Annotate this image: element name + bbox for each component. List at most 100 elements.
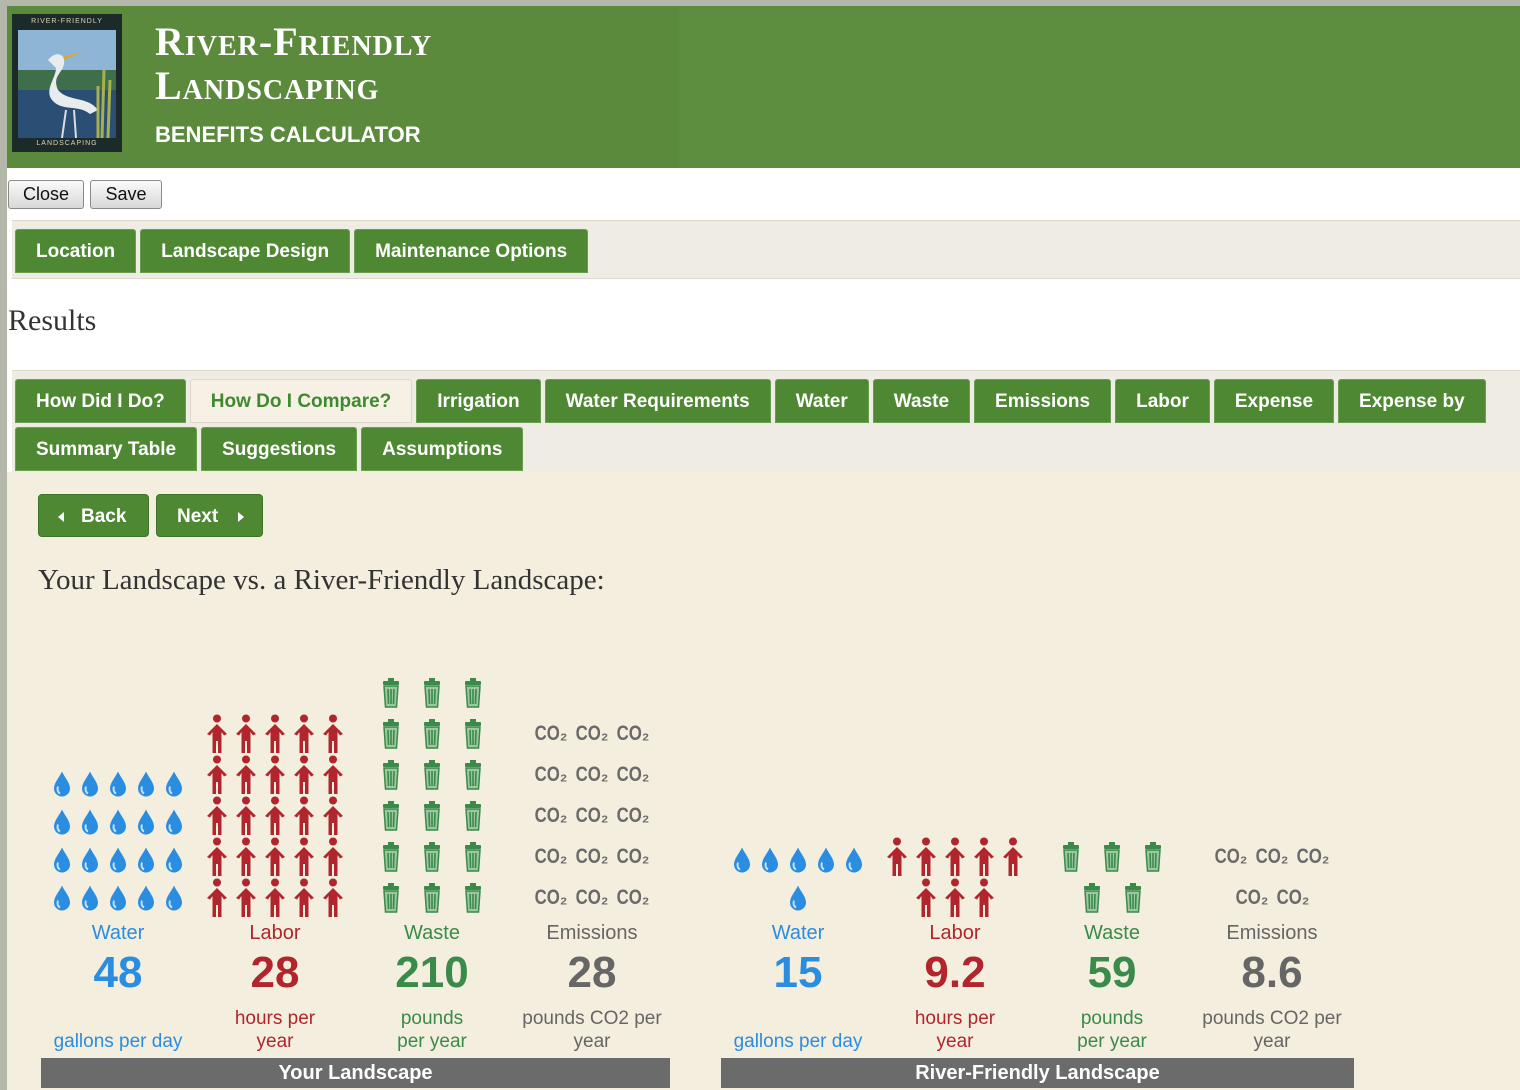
labor-person-icon [293,714,315,754]
labor-person-icon [264,878,286,918]
co2-icon: CO₂ [617,804,650,828]
panel-label: River-Friendly Landscape [721,1058,1354,1088]
labor-person-icon [293,837,315,877]
labor-person-icon [944,837,966,877]
metric-value: 8.6 [1172,948,1372,998]
labor-person-icon [1002,837,1024,877]
labor-person-icon [322,878,344,918]
metric-unit: pounds CO2 per year [512,1007,672,1053]
water-drop-icon [52,885,72,912]
labor-person-icon [206,796,228,836]
labor-person-icon [264,714,286,754]
waste-can-icon [381,842,401,872]
labor-person-icon [235,837,257,877]
water-drop-icon [108,809,128,836]
co2-icon: CO₂ [1235,886,1268,910]
labor-person-icon [293,796,315,836]
co2-icon: CO₂ [576,722,609,746]
water-drop-icon [80,885,100,912]
waste-can-icon [422,760,442,790]
waste-can-icon [1061,842,1081,872]
waste-can-icon [463,719,483,749]
labor-person-icon [264,837,286,877]
water-drop-icon [136,771,156,798]
water-drop-icon [80,771,100,798]
labor-person-icon [944,878,966,918]
water-drop-icon [52,847,72,874]
water-drop-icon [136,847,156,874]
waste-can-icon [422,678,442,708]
metric-unit: gallons per day [713,1030,883,1053]
waste-can-icon [463,842,483,872]
labor-person-icon [206,755,228,795]
waste-can-icon [422,842,442,872]
metric-unit: pounds per year [389,1007,475,1053]
water-drop-icon [80,847,100,874]
metric-name: Emissions [492,922,692,945]
labor-person-icon [322,714,344,754]
labor-person-icon [886,837,908,877]
water-drop-icon [164,847,184,874]
co2-icon: CO₂ [535,886,568,910]
waste-can-icon [463,801,483,831]
water-drop-icon [108,885,128,912]
co2-icon: CO₂ [576,886,609,910]
co2-icon: CO₂ [1276,886,1309,910]
labor-person-icon [235,755,257,795]
labor-person-icon [973,837,995,877]
waste-can-icon [381,760,401,790]
labor-person-icon [206,878,228,918]
metric-unit: pounds CO2 per year [1192,1007,1352,1053]
waste-can-icon [381,801,401,831]
waste-can-icon [1102,842,1122,872]
co2-icon: CO₂ [576,763,609,787]
labor-person-icon [235,714,257,754]
waste-can-icon [1082,883,1102,913]
labor-person-icon [322,755,344,795]
water-drop-icon [760,847,780,874]
water-drop-icon [80,809,100,836]
water-drop-icon [788,885,808,912]
co2-icon: CO₂ [617,722,650,746]
co2-icon: CO₂ [576,804,609,828]
labor-person-icon [264,755,286,795]
panel-label: Your Landscape [41,1058,670,1088]
water-drop-icon [108,771,128,798]
co2-icon: CO₂ [535,845,568,869]
labor-person-icon [206,837,228,877]
labor-person-icon [235,878,257,918]
water-drop-icon [164,809,184,836]
water-drop-icon [816,847,836,874]
waste-can-icon [422,719,442,749]
water-drop-icon [732,847,752,874]
co2-icon: CO₂ [1215,845,1248,869]
water-drop-icon [136,885,156,912]
comparison-area: Water48gallons per dayLabor28hours per y… [7,6,1520,1090]
water-drop-icon [52,771,72,798]
water-drop-icon [108,847,128,874]
labor-person-icon [915,878,937,918]
labor-person-icon [293,878,315,918]
metric-unit: hours per year [232,1007,318,1053]
water-drop-icon [788,847,808,874]
metric-unit: gallons per day [33,1030,203,1053]
labor-person-icon [206,714,228,754]
water-drop-icon [164,885,184,912]
water-drop-icon [52,809,72,836]
labor-person-icon [973,878,995,918]
water-drop-icon [164,771,184,798]
water-drop-icon [844,847,864,874]
metric-unit: pounds per year [1069,1007,1155,1053]
co2-icon: CO₂ [1297,845,1330,869]
water-drop-icon [136,809,156,836]
waste-can-icon [381,678,401,708]
waste-can-icon [1123,883,1143,913]
waste-can-icon [463,883,483,913]
waste-can-icon [463,678,483,708]
labor-person-icon [322,796,344,836]
co2-icon: CO₂ [617,763,650,787]
metric-value: 28 [492,948,692,998]
metric-name: Emissions [1172,922,1372,945]
labor-person-icon [915,837,937,877]
co2-icon: CO₂ [535,804,568,828]
